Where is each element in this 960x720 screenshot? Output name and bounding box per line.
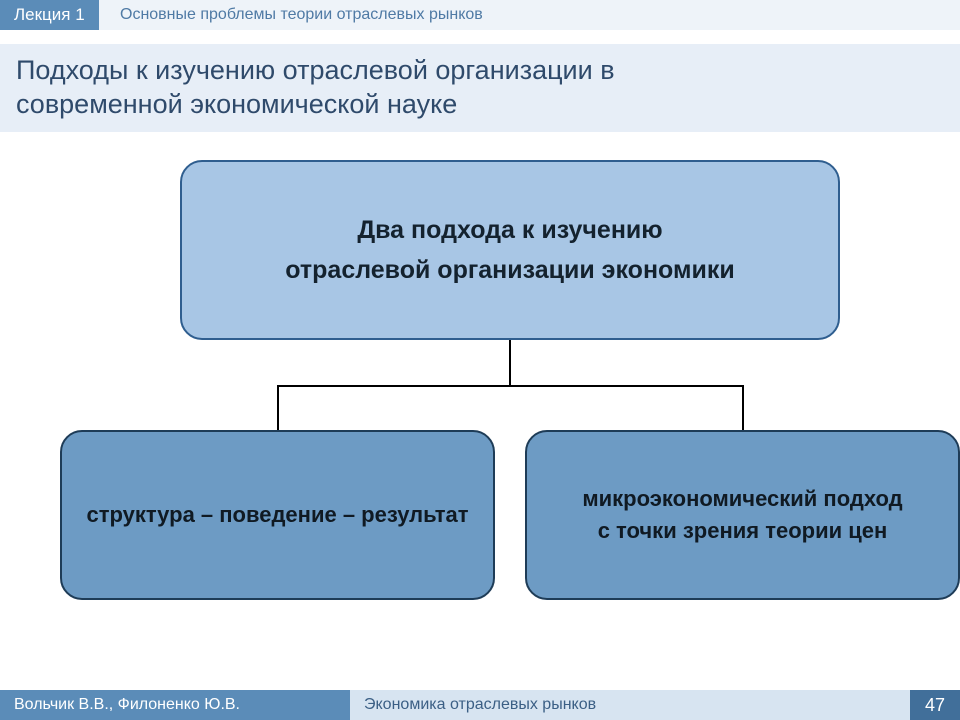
tree-root-node: Два подхода к изучению отраслевой органи… xyxy=(180,160,840,340)
connector-drop-right xyxy=(742,385,744,430)
child-right-line1: микроэкономический подход xyxy=(582,483,902,515)
root-line2: отраслевой организации экономики xyxy=(285,250,734,290)
connector-drop-left xyxy=(277,385,279,430)
root-line1: Два подхода к изучению xyxy=(357,210,662,250)
title-line1: Подходы к изучению отраслевой организаци… xyxy=(16,55,615,85)
child-left-line1: структура – поведение – результат xyxy=(86,499,468,531)
tree-child-left: структура – поведение – результат xyxy=(60,430,495,600)
lecture-badge: Лекция 1 xyxy=(0,0,99,30)
footer-page: 47 xyxy=(910,690,960,720)
footer-authors: Вольчик В.В., Филоненко Ю.В. xyxy=(0,690,350,720)
child-right-line2: с точки зрения теории цен xyxy=(598,515,888,547)
title-band: Подходы к изучению отраслевой организаци… xyxy=(0,44,960,132)
title-line2: современной экономической науке xyxy=(16,89,457,119)
footer-course: Экономика отраслевых рынков xyxy=(350,690,910,720)
top-subtitle: Основные проблемы теории отраслевых рынк… xyxy=(120,0,483,30)
slide-title: Подходы к изучению отраслевой организаци… xyxy=(0,54,615,122)
diagram: Два подхода к изучению отраслевой органи… xyxy=(0,150,960,660)
tree-child-right: микроэкономический подход с точки зрения… xyxy=(525,430,960,600)
slide: Лекция 1 Основные проблемы теории отрасл… xyxy=(0,0,960,720)
connector-hbar xyxy=(277,385,742,387)
connector-trunk xyxy=(509,340,511,385)
footer: Вольчик В.В., Филоненко Ю.В. Экономика о… xyxy=(0,690,960,720)
